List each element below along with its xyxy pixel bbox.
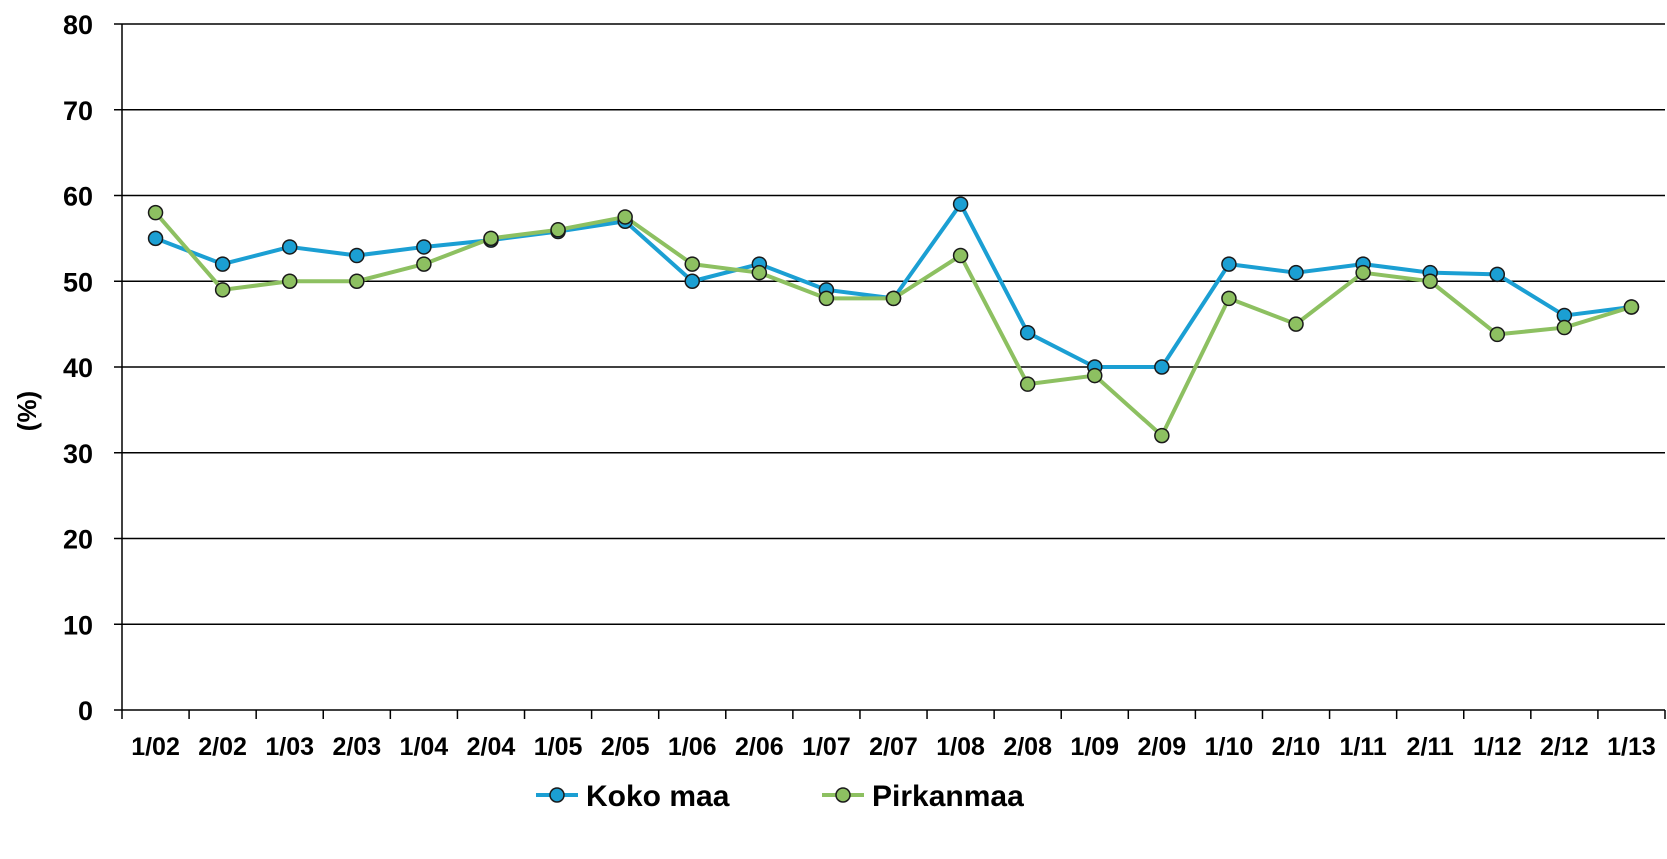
x-tick-label: 1/06: [668, 733, 717, 761]
data-point: [1221, 290, 1237, 307]
x-tick-label: 1/04: [400, 733, 449, 761]
y-tick-label: 0: [78, 696, 93, 726]
data-point: [1355, 264, 1371, 281]
legend: Koko maa Pirkanmaa: [536, 780, 1024, 813]
x-tick-label: 2/07: [869, 733, 918, 761]
data-point: [1019, 376, 1036, 392]
data-point: [1288, 264, 1304, 281]
data-point: [617, 209, 633, 225]
legend-swatch-marker: [835, 787, 851, 803]
y-tick-label: 30: [63, 439, 93, 469]
x-tick-label: 2/02: [198, 733, 247, 761]
x-tick-labels: 1/02 2/02 1/03 2/03 1/04 2/04 1/05 2/05 1/06 2/06…: [131, 733, 1656, 761]
data-point: [952, 247, 969, 264]
y-tick-label: 60: [63, 182, 93, 212]
data-point: [281, 239, 298, 255]
data-point: [684, 256, 700, 272]
data-point: [349, 273, 365, 289]
legend-label: Pirkanmaa: [872, 780, 1024, 813]
data-point: [349, 247, 365, 264]
y-tick-label: 10: [63, 610, 93, 640]
x-tick-label: 1/13: [1607, 733, 1656, 761]
x-tick-label: 2/10: [1272, 733, 1321, 761]
x-tick-label: 2/04: [467, 733, 516, 761]
data-point: [1623, 299, 1640, 315]
x-tick-label: 1/12: [1473, 733, 1522, 761]
y-tick-label: 50: [63, 267, 93, 297]
series-line-1: [154, 202, 1632, 369]
x-tick-label: 1/08: [936, 733, 985, 761]
data-point: [1087, 367, 1103, 384]
data-point: [147, 230, 164, 247]
data-point: [818, 290, 835, 307]
x-tick-label: 1/02: [131, 733, 180, 761]
data-point: [483, 230, 499, 247]
data-point: [1019, 324, 1036, 341]
x-tick-label: 2/09: [1138, 733, 1187, 761]
legend-label: Koko maa: [586, 780, 730, 813]
data-point: [1154, 427, 1170, 444]
data-point: [147, 204, 164, 221]
gridlines: [122, 23, 1665, 625]
y-tick-label: 80: [63, 10, 93, 40]
x-tick-label: 2/05: [601, 733, 650, 761]
data-point: [1221, 256, 1237, 272]
data-point: [416, 256, 432, 272]
data-point: [281, 273, 298, 289]
x-tick-label: 1/10: [1205, 733, 1254, 761]
data-point: [952, 196, 969, 212]
y-axis-label: (%): [12, 391, 42, 431]
x-tick-label: 1/03: [265, 733, 314, 761]
x-tick-label: 2/03: [332, 733, 381, 761]
data-point: [751, 264, 768, 281]
axes: [114, 23, 1666, 719]
x-tick-label: 2/08: [1003, 733, 1052, 761]
data-point: [1154, 359, 1170, 375]
data-point: [1489, 326, 1506, 343]
x-tick-label: 1/05: [534, 733, 583, 761]
x-tick-label: 1/07: [802, 733, 851, 761]
data-point: [550, 222, 566, 238]
y-tick-label: 70: [63, 96, 93, 126]
legend-swatch-marker: [549, 787, 565, 803]
x-tick-label: 1/11: [1339, 733, 1386, 761]
data-point: [1288, 316, 1304, 332]
data-point: [1556, 319, 1573, 336]
data-point: [684, 273, 700, 289]
data-point: [214, 256, 231, 272]
data-point: [416, 239, 432, 255]
y-tick-labels: 0 10 20 30 40 50 60 70 80: [63, 10, 93, 726]
y-tick-label: 40: [63, 353, 93, 383]
series: [147, 196, 1640, 444]
y-tick-label: 20: [63, 525, 93, 555]
series-line-2: [154, 211, 1633, 438]
data-point: [1489, 266, 1506, 283]
data-point: [214, 282, 231, 298]
x-tick-label: 2/12: [1540, 733, 1589, 761]
x-tick-label: 1/09: [1070, 733, 1119, 761]
x-tick-label: 2/11: [1407, 733, 1454, 761]
data-point: [1422, 273, 1438, 289]
data-point: [885, 290, 902, 307]
x-tick-label: 2/06: [735, 733, 784, 761]
